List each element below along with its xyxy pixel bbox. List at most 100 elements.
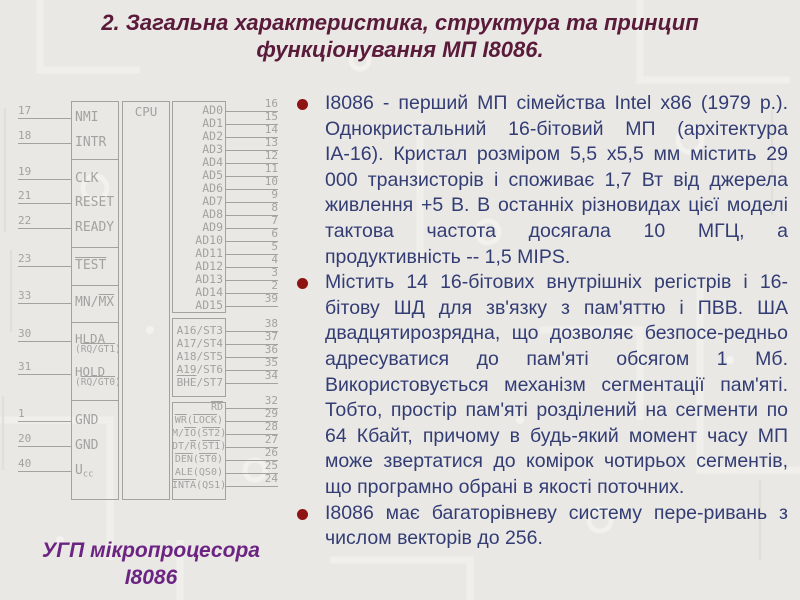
bullet-icon — [297, 508, 308, 520]
pin-label: A18/ST5 — [172, 350, 223, 363]
pin-label-segment: ST1 — [202, 441, 221, 452]
pin-label-segment: AD7 — [202, 194, 223, 208]
pin-line — [226, 408, 278, 409]
pin-line — [18, 446, 71, 447]
pin-number: 30 — [18, 327, 32, 340]
pin-label-segment: TEST — [75, 258, 107, 273]
pin-label: AD9 — [172, 221, 223, 234]
pin-label: AD5 — [172, 169, 223, 182]
pin-label-segment: A19/ST6 — [176, 363, 223, 376]
pin-number: 31 — [18, 360, 32, 373]
pin-label-segment: NMI — [75, 110, 99, 125]
pin-label-segment: ( — [186, 415, 193, 426]
pin-label-segment: HOLD — [75, 364, 106, 379]
pin-label-segment: READY — [75, 220, 115, 235]
bullet-text: І8086 має багаторівневу систему пере-рив… — [325, 501, 788, 550]
pin-label-segment: WR — [174, 415, 187, 426]
pin-label-segment: RESET — [75, 195, 115, 210]
pin-line — [226, 228, 278, 229]
pin-number: 20 — [18, 432, 32, 445]
pin-line — [226, 421, 278, 422]
pin-label-segment: DT/ — [172, 441, 191, 452]
pin-label-segment: RQ/GT1 — [80, 344, 116, 355]
pin-label-segment: IO — [184, 428, 197, 439]
chip-left-box — [71, 101, 119, 500]
pin-label-segment: ( — [192, 454, 199, 465]
pin-number: 28 — [264, 420, 278, 433]
pin-number: 22 — [18, 214, 32, 227]
pin-label-segment: LOCK — [192, 415, 217, 426]
bullet-list: І8086 - перший МП сімейства Intel x86 (1… — [297, 91, 788, 552]
pin-number: 8 — [271, 201, 278, 214]
pin-label-segment: GND — [75, 413, 99, 428]
diagram-caption: УГП мікропроцесора І8086 — [11, 537, 291, 591]
pin-number: 34 — [264, 369, 278, 382]
pin-label-segment: ( — [75, 377, 81, 388]
pin-label: (RQ/GT0) — [75, 377, 121, 388]
pin-line — [18, 421, 71, 422]
pin-label-segment: /ST7 — [196, 376, 224, 389]
pin-line — [226, 383, 278, 384]
pin-label-segment: A18/ST5 — [176, 350, 223, 363]
pin-label: M/IO(ST2) — [172, 427, 227, 440]
pin-number: 14 — [264, 123, 278, 136]
pin-number: 37 — [264, 330, 278, 343]
pin-label-segment: GND — [75, 438, 99, 453]
pin-label: AD3 — [172, 143, 223, 156]
pin-label-segment: ) — [216, 415, 223, 426]
pin-line — [226, 280, 278, 281]
pin-label-segment: MX — [98, 295, 115, 310]
pin-label-segment: AD5 — [202, 168, 223, 182]
pin-label: HLDA — [75, 331, 120, 346]
pin-number: 3 — [271, 266, 278, 279]
pin-label-segment: ) — [115, 377, 121, 388]
pin-label-segment: AD3 — [202, 142, 223, 156]
bullet-item: Містить 14 16-бітових внутрішніх регістр… — [297, 270, 788, 500]
bullet-icon — [297, 278, 308, 290]
pin-label: AD8 — [172, 208, 223, 221]
pin-line — [226, 176, 278, 177]
pin-label-segment: AD6 — [202, 181, 223, 195]
pin-number: 5 — [271, 240, 278, 253]
pin-line — [226, 137, 278, 138]
pin-number: 16 — [264, 97, 278, 110]
pin-label: INTR — [75, 136, 120, 150]
pin-line — [226, 331, 278, 332]
chip-divider — [71, 400, 119, 401]
pin-line — [18, 118, 71, 119]
pin-line — [226, 447, 278, 448]
pin-label: A19/ST6 — [172, 363, 223, 376]
pin-label: AD4 — [172, 156, 223, 169]
pin-label-segment: AD10 — [195, 233, 223, 247]
pin-label-segment: ) — [115, 344, 121, 355]
pin-number: 23 — [18, 252, 32, 265]
pin-label: RD — [172, 401, 223, 414]
pin-label: AD12 — [172, 260, 223, 273]
cpu-label: CPU — [134, 104, 158, 119]
pin-label-segment: M/ — [172, 428, 185, 439]
pin-number: 18 — [18, 129, 32, 142]
pin-label-segment: ) — [220, 428, 227, 439]
pin-label: WR(LOCK) — [172, 414, 223, 427]
pin-label-segment: DEN — [174, 454, 193, 465]
pin-line — [18, 179, 71, 180]
pin-label-segment: HLDA — [75, 331, 106, 346]
pin-label: RESET — [75, 196, 120, 210]
pin-label-segment: AD8 — [202, 207, 223, 221]
pin-number: 13 — [264, 136, 278, 149]
chip-right-box-ad — [172, 101, 226, 313]
pin-number: 7 — [271, 214, 278, 227]
pin-line — [226, 202, 278, 203]
caption-line-1: УГП мікропроцесора — [42, 539, 260, 562]
pin-line — [226, 370, 278, 371]
pin-label: A17/ST4 — [172, 337, 223, 350]
chip-cpu-box — [122, 101, 170, 500]
chip-divider — [71, 285, 119, 286]
pin-label: HOLD — [75, 364, 120, 379]
pin-line — [226, 124, 278, 125]
pin-label-segment: ) — [216, 454, 223, 465]
pin-label: INTA(QS1) — [172, 479, 226, 492]
pin-line — [226, 215, 278, 216]
pin-number: 4 — [271, 253, 278, 266]
